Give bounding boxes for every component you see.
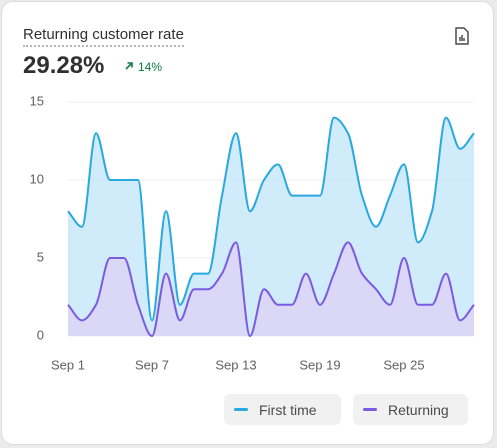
card-title[interactable]: Returning customer rate	[23, 26, 184, 47]
y-tick-label: 10	[30, 171, 44, 186]
area-fill	[68, 242, 474, 336]
metric-value: 29.28%	[23, 52, 105, 79]
x-tick-label: Sep 13	[215, 357, 256, 372]
export-icon[interactable]	[452, 26, 472, 46]
change-text: 14%	[138, 60, 163, 74]
series-line	[67, 116, 475, 322]
series-line	[67, 241, 475, 338]
chart: 0 5 10 15 Sep 1 Sep 7 Sep 13 Sep 19 Sep 25	[30, 93, 475, 372]
up-arrow	[125, 62, 133, 70]
y-tick-label: 15	[30, 93, 44, 108]
legend-label: First time	[259, 401, 317, 418]
metric-change: 14%	[124, 60, 162, 74]
x-tick-label: Sep 1	[51, 357, 85, 372]
y-tick-label: 0	[37, 327, 44, 342]
legend-label: Returning	[388, 401, 449, 418]
y-tick-label: 5	[37, 249, 44, 264]
legend-item[interactable]: First time	[224, 394, 341, 425]
x-tick-label: Sep 19	[299, 357, 340, 372]
legend-item[interactable]: Returning	[353, 394, 468, 425]
x-tick-label: Sep 25	[383, 357, 424, 372]
x-tick-label: Sep 7	[135, 357, 169, 372]
